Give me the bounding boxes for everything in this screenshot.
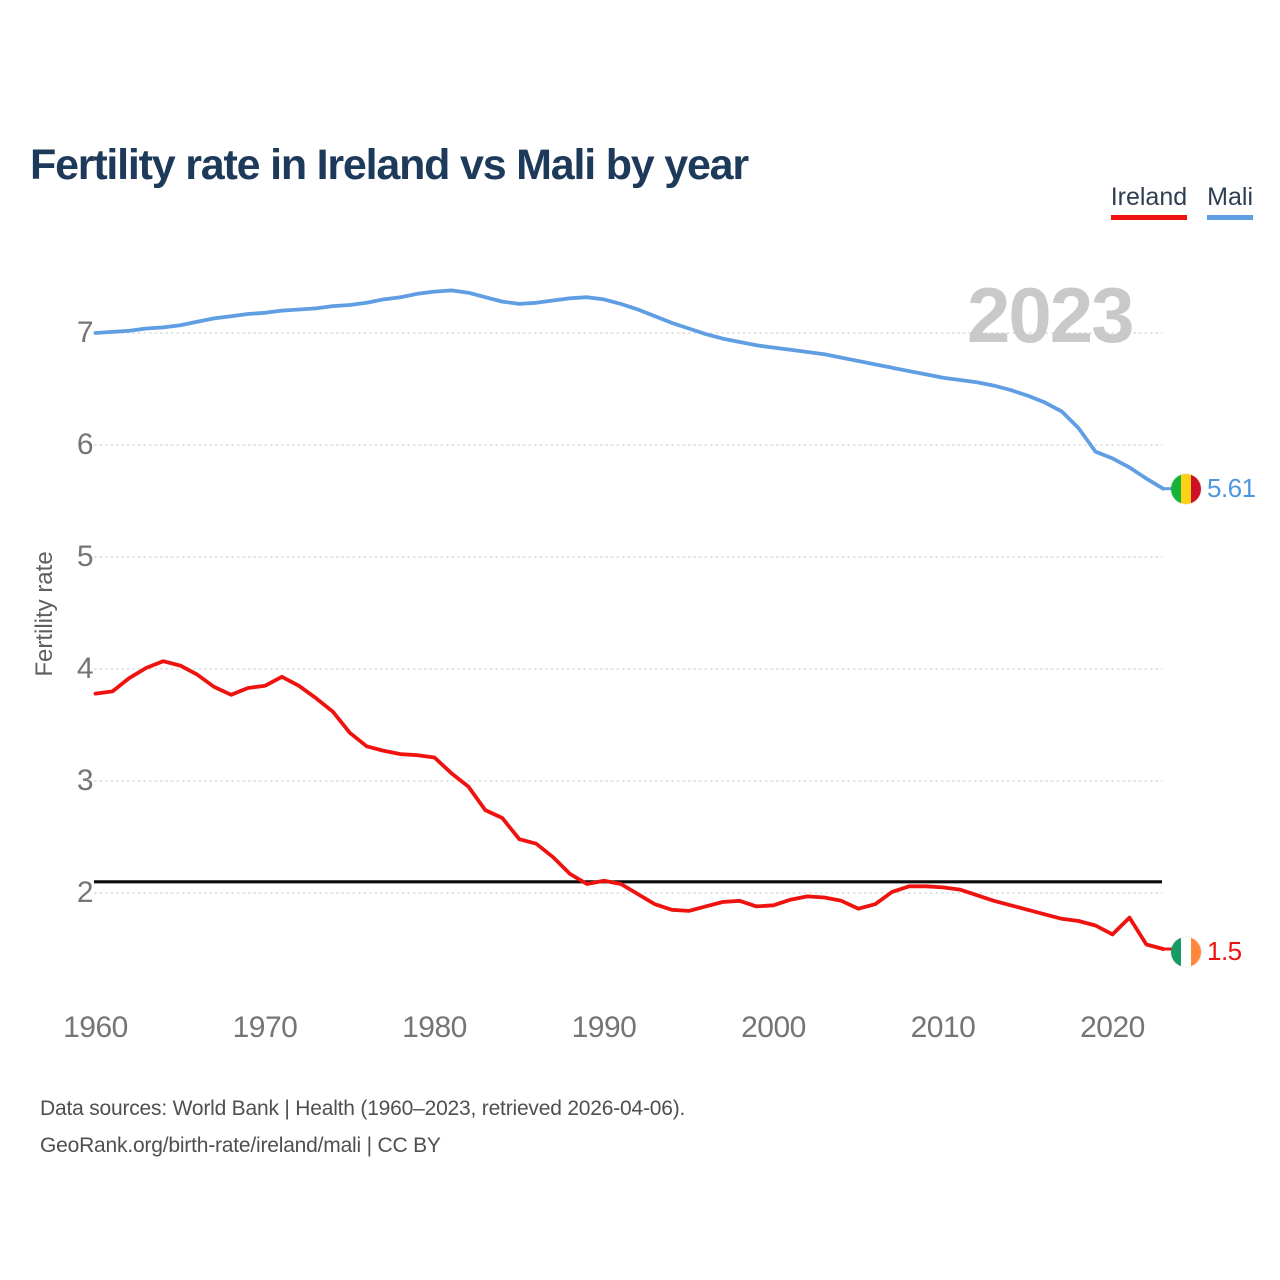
data-source-line1: Data sources: World Bank | Health (1960–… — [40, 1097, 686, 1120]
y-tick-label: 4 — [76, 652, 94, 685]
data-source-note: Data sources: World Bank | Health (1960–… — [40, 1090, 685, 1164]
legend-item-ireland[interactable]: Ireland — [1110, 183, 1188, 220]
x-tick-label: 1980 — [402, 1011, 467, 1044]
x-tick-label: 1970 — [232, 1011, 298, 1044]
y-tick-label: 3 — [76, 764, 94, 797]
y-tick-label: 7 — [76, 316, 94, 349]
data-source-line2: GeoRank.org/birth-rate/ireland/mali | CC… — [40, 1134, 441, 1157]
y-tick-label: 6 — [76, 428, 94, 461]
y-tick-label: 2 — [76, 876, 94, 909]
x-tick-label: 2000 — [741, 1011, 806, 1044]
year-watermark: 2023 — [967, 271, 1135, 359]
x-tick-label: 2010 — [910, 1011, 976, 1044]
series-line-ireland — [93, 659, 1166, 951]
x-tick-label: 1960 — [63, 1011, 128, 1044]
y-tick-label: 5 — [76, 540, 94, 573]
x-tick-label: 1990 — [571, 1011, 637, 1044]
legend-item-mali[interactable]: Mali — [1207, 183, 1253, 220]
mali-flag-icon — [1171, 474, 1201, 504]
legend: Ireland Mali — [1110, 183, 1253, 220]
mali-end-value: 5.61 — [1207, 473, 1256, 503]
ireland-end-value: 1.5 — [1207, 936, 1242, 966]
ireland-flag-icon — [1171, 937, 1201, 967]
x-tick-label: 2020 — [1080, 1011, 1145, 1044]
page-title: Fertility rate in Ireland vs Mali by yea… — [30, 140, 749, 189]
series-line-mali — [93, 288, 1166, 491]
